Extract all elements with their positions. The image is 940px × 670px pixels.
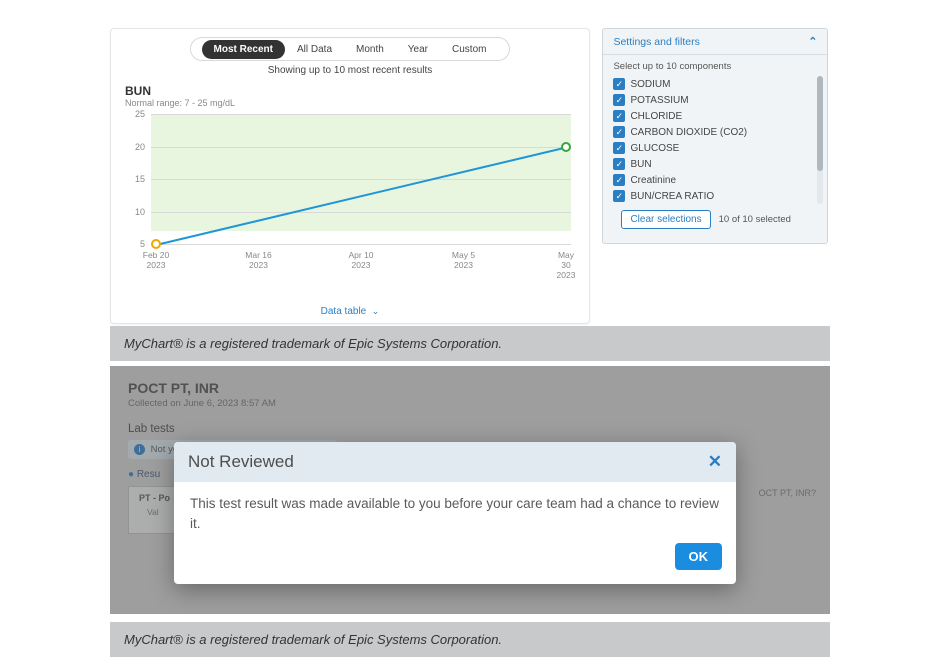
component-checkbox-row[interactable]: ✓ Creatinine [613,172,813,188]
selection-count: 10 of 10 selected [719,214,791,225]
component-checkbox-row[interactable]: ✓ POTASSIUM [613,92,813,108]
range-tabs: Most Recent All Data Month Year Custom [190,37,510,61]
x-axis-label: Feb 202023 [143,250,169,270]
chart-title: BUN [125,84,575,98]
component-checkbox-row[interactable]: ✓ CARBON DIOXIDE (CO2) [613,124,813,140]
checkbox-icon[interactable]: ✓ [613,110,625,122]
not-reviewed-modal: Not Reviewed ✕ This test result was made… [174,442,736,584]
filters-panel: Settings and filters ⌃ Select up to 10 c… [602,28,828,244]
chart-area: 510152025 Feb 202023Mar 162023Apr 102023… [125,114,575,274]
x-axis-label: May 302023 [557,250,576,281]
bottom-screenshot: POCT PT, INR Collected on June 6, 2023 8… [110,366,830,614]
scrollbar[interactable] [817,76,823,204]
gridline [151,179,571,180]
filters-header[interactable]: Settings and filters ⌃ [603,29,827,55]
component-label: SODIUM [630,79,670,90]
y-axis-label: 5 [125,239,145,249]
scrollbar-thumb[interactable] [817,76,823,171]
y-axis-label: 20 [125,142,145,152]
filters-select-label: Select up to 10 components [613,61,823,72]
x-axis-label: Mar 162023 [245,250,271,270]
component-label: BUN [630,159,651,170]
data-table-link[interactable]: Data table ⌄ [125,306,575,317]
component-checkbox-row[interactable]: ✓ BUN/CREA RATIO [613,188,813,204]
chart-card: Most Recent All Data Month Year Custom S… [110,28,590,324]
y-axis-label: 25 [125,109,145,119]
component-checkbox-row[interactable]: ✓ CHLORIDE [613,108,813,124]
y-axis-label: 10 [125,207,145,217]
modal-title: Not Reviewed [188,452,294,472]
component-label: POTASSIUM [630,95,688,106]
component-label: CHLORIDE [630,111,682,122]
gridline [151,114,571,115]
trademark-notice: MyChart® is a registered trademark of Ep… [110,326,830,361]
gridline [151,147,571,148]
checkbox-icon[interactable]: ✓ [613,142,625,154]
gridline [151,212,571,213]
checkbox-icon[interactable]: ✓ [613,190,625,202]
checkbox-icon[interactable]: ✓ [613,158,625,170]
checkbox-icon[interactable]: ✓ [613,126,625,138]
trademark-notice: MyChart® is a registered trademark of Ep… [110,622,830,657]
component-label: GLUCOSE [630,143,679,154]
modal-body: This test result was made available to y… [174,482,736,539]
checkbox-icon[interactable]: ✓ [613,94,625,106]
component-list: ✓ SODIUM ✓ POTASSIUM ✓ CHLORIDE ✓ CARBON DIOXID… [613,76,823,204]
tab-year[interactable]: Year [396,40,440,59]
component-label: CARBON DIOXIDE (CO2) [630,127,747,138]
component-checkbox-row[interactable]: ✓ BUN [613,156,813,172]
component-checkbox-row[interactable]: ✓ SODIUM [613,76,813,92]
tab-most-recent[interactable]: Most Recent [202,40,285,59]
checkbox-icon[interactable]: ✓ [613,174,625,186]
checkbox-icon[interactable]: ✓ [613,78,625,90]
gridline [151,244,571,245]
component-checkbox-row[interactable]: ✓ GLUCOSE [613,140,813,156]
chart-point[interactable] [151,239,161,249]
tab-all-data[interactable]: All Data [285,40,344,59]
tab-month[interactable]: Month [344,40,396,59]
component-label: Creatinine [630,175,676,186]
chart-subtitle: Showing up to 10 most recent results [125,65,575,76]
chevron-down-icon: ⌄ [372,306,380,316]
component-label: BUN/CREA RATIO [630,191,714,202]
normal-range-band [151,114,571,231]
x-axis-label: Apr 102023 [348,250,373,270]
tab-custom[interactable]: Custom [440,40,498,59]
ok-button[interactable]: OK [675,543,723,570]
chevron-up-icon: ⌃ [808,35,817,48]
clear-selections-button[interactable]: Clear selections [621,210,710,229]
x-axis-label: May 52023 [452,250,475,270]
close-icon[interactable]: ✕ [708,452,722,472]
chart-normal-range: Normal range: 7 - 25 mg/dL [125,98,575,108]
y-axis-label: 15 [125,174,145,184]
chart-point[interactable] [561,142,571,152]
